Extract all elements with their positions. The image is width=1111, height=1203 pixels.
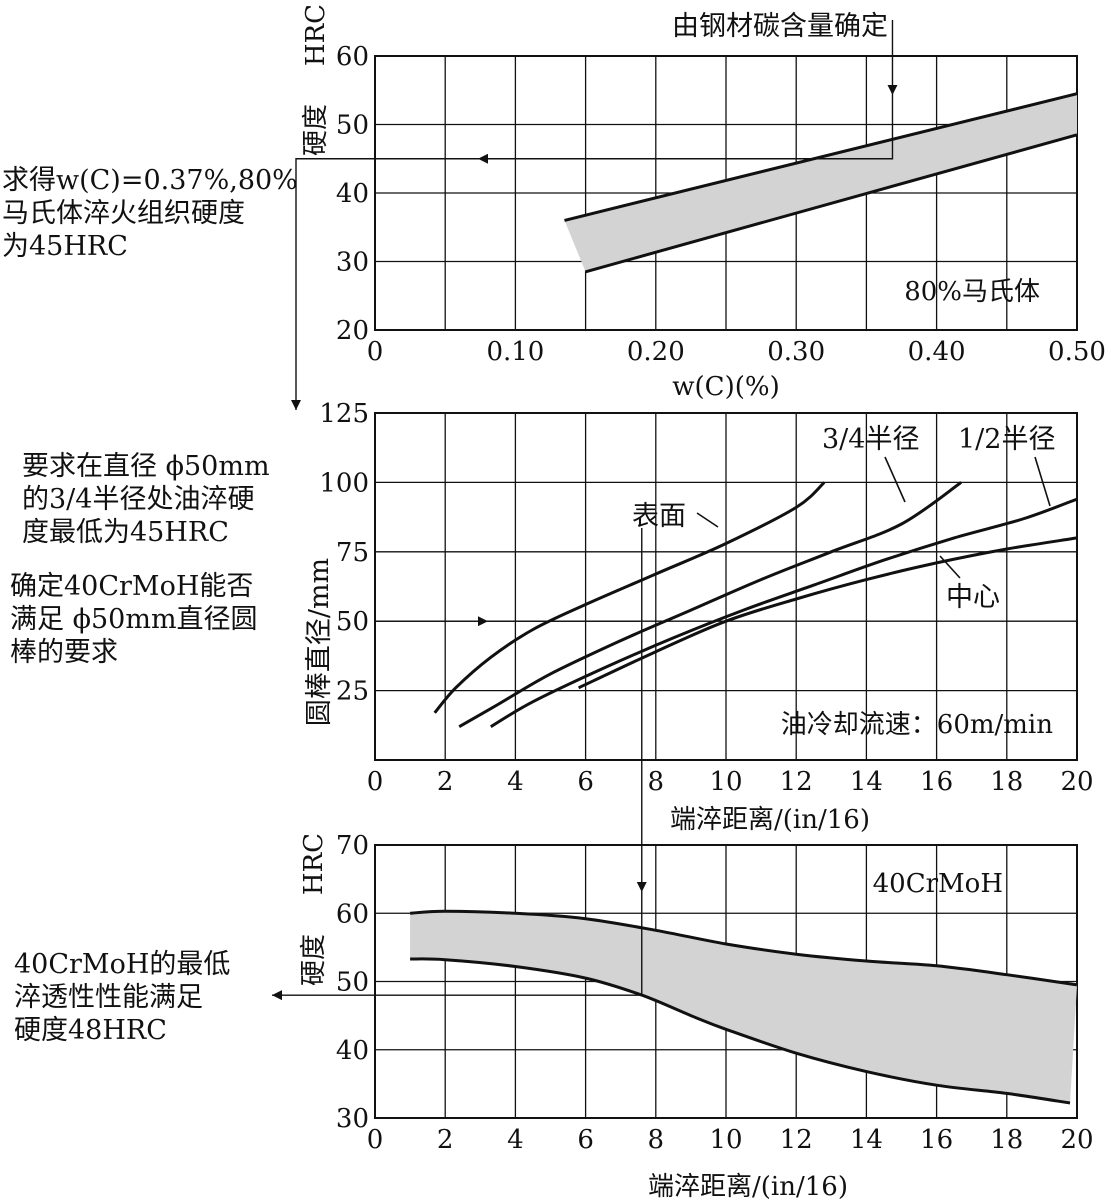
- note-requirement: 要求在直径 ϕ50mm 的3/4半径处油淬硬 度最低为45HRC: [22, 451, 270, 548]
- bottom-chart-y-tick-label: 40: [336, 1036, 369, 1066]
- top-chart-x-tick-label: 0.40: [908, 337, 966, 367]
- middle-chart-series-label: 表面: [632, 501, 686, 532]
- bottom-chart-label-box: 40CrMoH: [873, 869, 1003, 899]
- middle-chart-y-tick-label: 50: [336, 607, 369, 637]
- top-chart-x-tick-label: 0.20: [627, 337, 685, 367]
- bottom-chart-x-tick-label: 10: [709, 1125, 742, 1155]
- bottom-chart-x-tick-label: 8: [648, 1125, 665, 1155]
- middle-chart-x-tick-label: 18: [990, 767, 1023, 797]
- bottom-chart-band-upper: [409, 909, 1078, 987]
- bottom-chart-y-tick-label: 70: [336, 831, 369, 861]
- middle-chart-series-label: 1/2半径: [958, 424, 1055, 455]
- middle-chart-y-tick-label: 125: [319, 399, 369, 429]
- top-chart-y-tick-label: 50: [336, 111, 369, 141]
- bottom-chart-x-tick-label: 12: [780, 1125, 813, 1155]
- middle-chart-x-tick-label: 4: [507, 767, 524, 797]
- middle-chart-x-axis-title: 端淬距离/(in/16): [670, 805, 870, 835]
- middle-chart-series-label-leader: [1034, 456, 1051, 507]
- middle-chart-series-label: 中心: [946, 582, 1000, 613]
- middle-chart-y-tick-label: 100: [319, 468, 369, 498]
- top-chart-y-tick-label: 20: [336, 316, 369, 346]
- bottom-chart-y-unit: HRC: [299, 833, 329, 895]
- guide-arrow-down-left: [291, 158, 478, 410]
- bottom-chart-x-tick-label: 4: [507, 1125, 524, 1155]
- middle-chart-frame: [374, 412, 1078, 761]
- bottom-chart-x-tick-label: 18: [990, 1125, 1023, 1155]
- middle-chart-x-tick-label: 14: [850, 767, 883, 797]
- middle-chart-series-label-leader: [939, 555, 961, 579]
- middle-chart-x-tick-label: 12: [780, 767, 813, 797]
- middle-chart-series-3: [490, 497, 1078, 728]
- bottom-chart-x-tick-label: 2: [437, 1125, 454, 1155]
- guide-arrow-hardness-left: [478, 95, 894, 164]
- top-chart-y-tick-label: 60: [336, 42, 369, 72]
- top-chart-x-tick-label: 0: [367, 337, 384, 367]
- procedure-arrows: [272, 20, 898, 1001]
- middle-chart-x-tick-label: 6: [577, 767, 594, 797]
- top-chart-frame: [374, 55, 1078, 331]
- top-chart: 0 0.10 0.20 0.30 0.40 0.50 20 30 40 50 60 由钢材碳含量确定…: [301, 4, 1106, 402]
- top-chart-label-box: 80%马氏体: [904, 277, 1040, 307]
- middle-chart-y-tick-label: 75: [336, 538, 369, 568]
- middle-chart-x-tick-label: 16: [920, 767, 953, 797]
- bottom-chart-y-tick-label: 60: [336, 899, 369, 929]
- top-chart-y-unit: HRC: [301, 4, 331, 66]
- middle-chart-y-tick-label: 25: [336, 677, 369, 707]
- note-question: 确定40CrMoH能否 满足 ϕ50mm直径圆 棒的要求: [10, 571, 258, 668]
- bottom-chart-y-tick-label: 50: [336, 968, 369, 998]
- top-chart-y-tick-label: 40: [336, 179, 369, 209]
- bottom-chart: 0 2 4 6 8 10 12 14 16 18 20 30 40 50 60 70 40CrMoH 端淬距离…: [299, 831, 1094, 1202]
- middle-chart-y-axis-title: 圆棒直径/mm: [304, 558, 335, 726]
- middle-chart-x-tick-label: 0: [367, 767, 384, 797]
- top-chart-y-tick-label: 30: [336, 248, 369, 278]
- middle-chart-series-4: [577, 536, 1078, 690]
- middle-chart-series-1: [433, 481, 826, 714]
- middle-chart-x-tick-label: 20: [1060, 767, 1093, 797]
- bottom-chart-x-axis-title: 端淬距离/(in/16): [648, 1172, 848, 1202]
- middle-chart-series-label-leader: [884, 456, 906, 503]
- top-chart-band-upper: [564, 92, 1078, 222]
- middle-chart-label-box: 油冷却流速：60m/min: [781, 710, 1053, 740]
- top-chart-x-axis-title: w(C)(%): [672, 372, 779, 402]
- note-carbon-result: 求得w(C)=0.37%,80% 马氏体淬火组织硬度 为45HRC: [2, 165, 298, 262]
- top-chart-x-tick-label: 0.50: [1048, 337, 1106, 367]
- bottom-chart-band-fill: [410, 911, 1078, 1103]
- middle-chart-x-tick-label: 2: [437, 767, 454, 797]
- bottom-chart-y-tick-label: 30: [336, 1104, 369, 1134]
- note-conclusion: 40CrMoH的最低 淬透性性能满足 硬度48HRC: [14, 949, 231, 1046]
- guide-arrow-result-left: [272, 892, 643, 1001]
- top-chart-band-fill: [564, 93, 1077, 272]
- bottom-chart-x-tick-label: 6: [577, 1125, 594, 1155]
- bottom-chart-x-tick-label: 20: [1060, 1125, 1093, 1155]
- bottom-chart-x-tick-label: 16: [920, 1125, 953, 1155]
- bottom-chart-band-lower: [410, 957, 1071, 1105]
- top-chart-x-tick-label: 0.10: [486, 337, 544, 367]
- middle-chart-series-2: [458, 481, 963, 729]
- bottom-chart-x-tick-label: 14: [850, 1125, 883, 1155]
- bottom-chart-y-axis-title: 硬度: [299, 934, 329, 986]
- top-chart-y-axis-title: 硬度: [301, 104, 331, 156]
- bottom-chart-x-tick-label: 0: [367, 1125, 384, 1155]
- middle-chart-x-tick-label: 8: [648, 767, 665, 797]
- top-chart-annotation: 由钢材碳含量确定: [672, 11, 888, 42]
- top-chart-x-tick-label: 0.30: [767, 337, 825, 367]
- bottom-chart-frame: [374, 844, 1078, 1119]
- middle-chart-series-label-leader: [696, 512, 719, 528]
- middle-chart-x-tick-label: 10: [709, 767, 742, 797]
- middle-chart-series-label: 3/4半径: [822, 424, 919, 455]
- top-chart-band-lower: [585, 133, 1078, 274]
